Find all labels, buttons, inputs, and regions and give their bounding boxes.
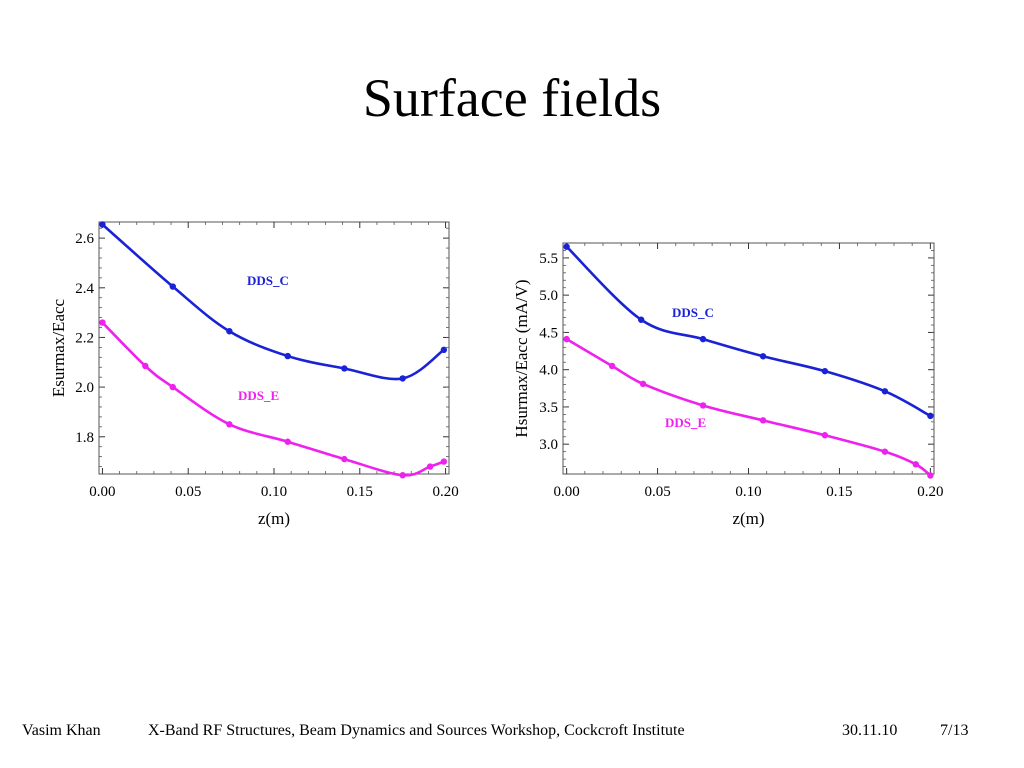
chart-2: 0.00 0.05 0.10 0.15 0.20 3.0 3.5 4.0 4.5 5.0 5.5 z(…	[512, 242, 943, 528]
y-tick-label: 2.4	[75, 281, 94, 297]
data-point-dds_e	[912, 461, 920, 468]
footer-event: X-Band RF Structures, Beam Dynamics and …	[148, 722, 685, 739]
y-tick-label: 3.0	[539, 437, 558, 453]
data-point-dds_e	[699, 402, 707, 409]
data-point-dds_c	[399, 375, 406, 382]
data-point-dds_c	[699, 335, 707, 343]
data-point-dds_e	[99, 319, 106, 326]
x-tick-label: 0.20	[917, 484, 943, 500]
data-point-dds_e	[284, 438, 291, 445]
footer-page-number: 7/13	[940, 722, 969, 739]
x-axis-title: z(m)	[258, 509, 290, 528]
data-point-dds_e	[169, 383, 176, 391]
series-line-dds_c	[101, 223, 446, 381]
y-axis-title: Hsurmax/Eacc (mA/V)	[512, 279, 531, 437]
data-point-dds_e	[142, 362, 149, 370]
data-point-dds_e	[927, 472, 934, 479]
x-tick-label: 0.15	[826, 484, 852, 500]
data-point-dds_e	[639, 380, 647, 388]
data-point-dds_c	[759, 353, 767, 360]
x-tick-label: 0.15	[347, 484, 373, 500]
y-tick-label: 5.0	[539, 288, 558, 304]
data-point-dds_c	[440, 346, 448, 354]
x-tick-label: 0.00	[554, 484, 580, 500]
x-tick-label: 0.10	[735, 484, 761, 500]
data-point-dds_e	[881, 448, 889, 455]
data-point-dds_e	[563, 335, 570, 343]
data-point-dds_e	[821, 432, 829, 439]
y-tick-label: 3.5	[539, 400, 558, 416]
y-tick-label: 2.6	[75, 231, 94, 247]
x-axis-title: z(m)	[732, 509, 764, 528]
chart-1: 0.00 0.05 0.10 0.15 0.20 1.8 2.0 2.2 2.4 2.6 z(m) E…	[49, 221, 459, 528]
series-line-dds_c	[565, 245, 932, 418]
series-label-dds_c: DDS_C	[247, 273, 289, 288]
data-point-dds_c	[927, 412, 934, 420]
y-tick-label: 5.5	[539, 251, 558, 267]
data-point-dds_c	[226, 328, 233, 335]
data-point-dds_c	[341, 365, 348, 372]
series-label-dds_e: DDS_E	[238, 388, 279, 403]
data-point-dds_c	[563, 243, 570, 250]
data-point-dds_c	[881, 388, 889, 395]
plot-frame	[562, 242, 935, 475]
data-point-dds_e	[341, 455, 348, 463]
x-tick-label: 0.20	[432, 484, 458, 500]
data-point-dds_c	[284, 352, 291, 360]
data-point-dds_c	[169, 283, 176, 290]
data-point-dds_e	[759, 417, 767, 424]
series-label-dds_c: DDS_C	[672, 305, 714, 320]
data-point-dds_e	[399, 472, 406, 479]
data-point-dds_c	[821, 367, 829, 375]
y-tick-label: 2.2	[75, 330, 94, 346]
x-tick-label: 0.00	[89, 484, 115, 500]
charts-canvas: 0.00 0.05 0.10 0.15 0.20 1.8 2.0 2.2 2.4 2.6 z(m) E…	[49, 221, 943, 528]
data-point-dds_e	[226, 421, 233, 428]
data-point-dds_e	[608, 362, 616, 370]
y-tick-label: 1.8	[75, 430, 94, 446]
y-tick-label: 2.0	[75, 380, 94, 396]
data-point-dds_c	[638, 316, 645, 323]
y-tick-label: 4.0	[539, 363, 558, 379]
data-point-dds_e	[440, 458, 448, 465]
y-tick-label: 4.5	[539, 325, 558, 341]
plot-frame	[98, 221, 450, 475]
y-axis-title: Esurmax/Eacc	[49, 298, 68, 397]
x-tick-label: 0.10	[261, 484, 287, 500]
footer-date: 30.11.10	[842, 722, 898, 739]
x-tick-label: 0.05	[644, 484, 670, 500]
series-label-dds_e: DDS_E	[665, 415, 706, 430]
data-point-dds_e	[426, 463, 434, 470]
x-tick-label: 0.05	[175, 484, 201, 500]
slide-title: Surface fields	[362, 68, 662, 128]
footer-author: Vasim Khan	[22, 722, 101, 739]
data-point-dds_c	[99, 221, 106, 228]
series-line-dds_e	[565, 337, 932, 477]
